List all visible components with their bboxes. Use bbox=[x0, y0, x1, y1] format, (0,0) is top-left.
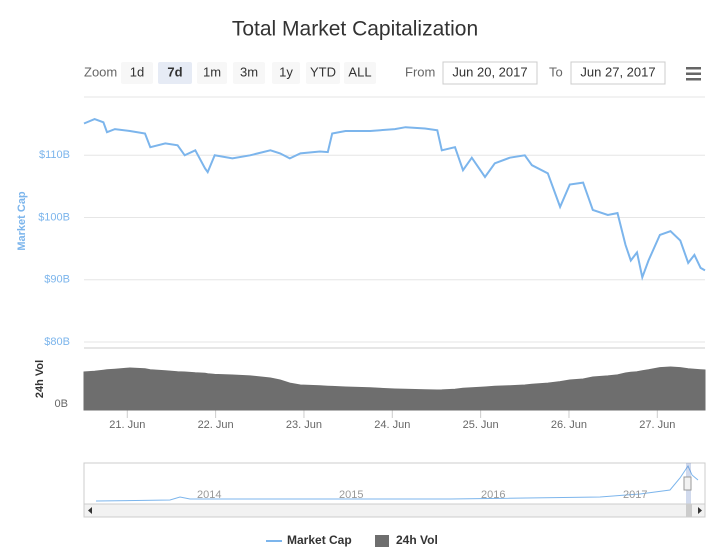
y-tick-label: $100B bbox=[38, 211, 70, 223]
y-tick-label: $80B bbox=[44, 336, 70, 348]
range-button[interactable] bbox=[272, 62, 300, 84]
from-label: From bbox=[405, 64, 435, 79]
to-box[interactable] bbox=[570, 61, 666, 85]
range-button-label[interactable]: ALL bbox=[348, 64, 371, 79]
y2-tick-label: 0B bbox=[55, 398, 68, 410]
range-button[interactable] bbox=[158, 62, 192, 84]
market-cap-line bbox=[83, 118, 706, 281]
range-button-label[interactable]: YTD bbox=[310, 64, 336, 79]
legend-symbol[interactable] bbox=[375, 535, 389, 547]
range-button-label[interactable]: 7d bbox=[167, 64, 182, 79]
x-tick-label: 21. Jun bbox=[109, 419, 145, 431]
y-tick-label: $90B bbox=[44, 274, 70, 286]
range-button[interactable] bbox=[233, 62, 265, 84]
x-tick-label: 23. Jun bbox=[286, 419, 322, 431]
legend-label[interactable]: Market Cap bbox=[287, 533, 352, 547]
legend-label[interactable]: 24h Vol bbox=[396, 533, 438, 547]
y-tick-label: $110B bbox=[39, 149, 70, 161]
scroll-right[interactable] bbox=[698, 507, 702, 514]
range-button[interactable] bbox=[121, 62, 153, 84]
from-box[interactable] bbox=[442, 61, 538, 85]
range-button[interactable] bbox=[306, 62, 340, 84]
to-date[interactable]: Jun 27, 2017 bbox=[580, 64, 655, 79]
scroll-left[interactable] bbox=[88, 507, 92, 514]
x-tick-label: 24. Jun bbox=[374, 419, 410, 431]
navigator-label: 2016 bbox=[481, 489, 505, 501]
from-date[interactable]: Jun 20, 2017 bbox=[452, 64, 527, 79]
y2-axis-label: 24h Vol bbox=[34, 360, 46, 398]
zoom-label: Zoom bbox=[84, 64, 117, 79]
range-button[interactable] bbox=[344, 62, 376, 84]
x-tick-label: 26. Jun bbox=[551, 419, 587, 431]
to-label: To bbox=[549, 64, 563, 79]
navigator[interactable] bbox=[83, 462, 706, 518]
range-button[interactable] bbox=[197, 62, 227, 84]
menu-button[interactable] bbox=[686, 67, 701, 81]
range-buttons: 1d 7d 1m 3m 1y YTD ALL bbox=[121, 62, 376, 84]
range-button-label[interactable]: 1m bbox=[203, 64, 221, 79]
volume-area bbox=[83, 366, 706, 411]
range-button-label[interactable]: 1d bbox=[130, 64, 144, 79]
navigator-label: 2014 bbox=[197, 489, 221, 501]
x-tick-label: 27. Jun bbox=[639, 419, 675, 431]
navigator-label: 2017 bbox=[623, 489, 647, 501]
scroll-thumb[interactable] bbox=[686, 504, 692, 517]
menu-bar[interactable] bbox=[686, 78, 701, 81]
y-axis-label: Market Cap bbox=[16, 191, 28, 251]
navigator-label: 2015 bbox=[339, 489, 363, 501]
navigator-handle[interactable] bbox=[683, 476, 692, 491]
menu-bar[interactable] bbox=[686, 67, 701, 70]
navigator-line bbox=[95, 464, 699, 502]
range-button-label[interactable]: 1y bbox=[279, 64, 293, 79]
x-tick-label: 25. Jun bbox=[463, 419, 499, 431]
menu-bar[interactable] bbox=[686, 72, 701, 76]
scrollbar[interactable] bbox=[83, 503, 706, 518]
chart-title: Total Market Capitalization bbox=[232, 18, 478, 41]
x-tick-label: 22. Jun bbox=[198, 419, 234, 431]
range-button-label[interactable]: 3m bbox=[240, 64, 258, 79]
